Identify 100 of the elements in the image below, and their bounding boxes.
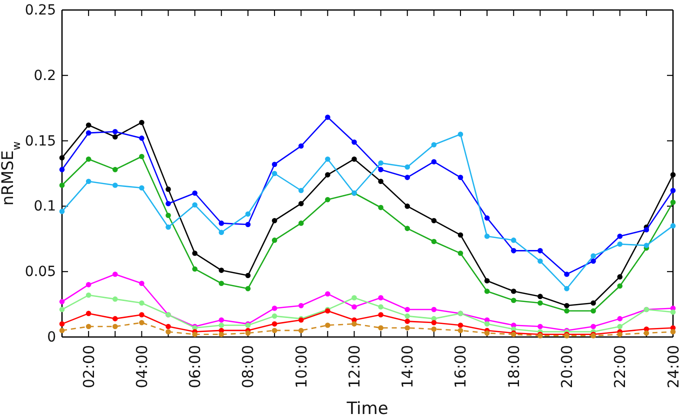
point [378, 166, 384, 172]
point [298, 220, 304, 226]
point [218, 230, 224, 235]
point [166, 212, 171, 218]
point [538, 248, 543, 254]
point [245, 330, 251, 336]
point [218, 268, 224, 273]
point [617, 234, 623, 239]
point [218, 317, 224, 323]
point [139, 300, 144, 306]
x-tick-label: 10:00 [292, 345, 310, 388]
point [404, 318, 410, 324]
point [617, 324, 623, 330]
point [670, 223, 676, 228]
y-tick-label: 0.1 [34, 198, 56, 215]
point [352, 139, 357, 145]
point [325, 114, 330, 120]
point [644, 330, 650, 336]
point [325, 156, 330, 162]
point [166, 224, 171, 230]
point [510, 298, 516, 304]
point [617, 316, 623, 322]
y-tick-label: 0 [47, 329, 56, 346]
point [139, 312, 144, 318]
point [617, 332, 623, 338]
point [352, 304, 357, 310]
point [166, 186, 171, 192]
point [378, 312, 384, 318]
y-tick-label: 0.2 [34, 68, 56, 84]
point [272, 162, 278, 167]
point [564, 308, 570, 314]
point [458, 232, 464, 238]
point [59, 328, 65, 334]
point [510, 288, 516, 294]
point [139, 120, 144, 126]
point [590, 258, 596, 264]
point [458, 132, 464, 137]
point [431, 320, 437, 326]
point [484, 330, 490, 336]
point [590, 308, 596, 314]
point [59, 166, 65, 172]
point [404, 306, 410, 312]
point [298, 188, 304, 194]
point [590, 253, 596, 259]
point [431, 238, 437, 244]
point [378, 178, 384, 184]
point [86, 130, 92, 136]
point [139, 280, 144, 286]
point [192, 266, 198, 272]
point [245, 211, 251, 217]
point [670, 172, 676, 178]
point [484, 234, 490, 239]
point [617, 283, 623, 289]
point [298, 328, 304, 334]
point [458, 328, 464, 334]
point [590, 324, 596, 330]
x-tick-label: 02:00 [80, 345, 98, 388]
point [245, 272, 251, 278]
point [86, 178, 92, 184]
x-axis-title: Time [346, 399, 388, 418]
point [352, 321, 357, 327]
point [218, 322, 224, 328]
point [86, 156, 92, 162]
point [59, 321, 65, 327]
y-tick-label: 0.05 [24, 264, 56, 280]
point [617, 274, 623, 280]
point [218, 220, 224, 226]
point [112, 182, 118, 188]
point [352, 295, 357, 300]
point [538, 324, 543, 330]
point [404, 226, 410, 232]
point [112, 166, 118, 172]
point [272, 313, 278, 319]
point [86, 122, 92, 128]
point [272, 238, 278, 243]
point [325, 172, 330, 178]
x-tick-label: 12:00 [345, 345, 364, 388]
point [112, 316, 118, 322]
point [112, 134, 118, 140]
point [352, 156, 357, 162]
point [617, 241, 623, 247]
x-tick-label: 20:00 [558, 345, 576, 388]
point [378, 204, 384, 210]
point [86, 310, 92, 316]
point [166, 324, 171, 330]
point [484, 288, 490, 294]
point [166, 200, 171, 206]
point [112, 129, 118, 134]
point [538, 300, 543, 306]
point [510, 248, 516, 254]
point [192, 250, 198, 256]
point [670, 200, 676, 205]
x-tick-label: 22:00 [611, 345, 630, 388]
point [218, 280, 224, 286]
point [166, 329, 171, 334]
point [325, 322, 330, 328]
point [139, 185, 144, 191]
point [378, 325, 384, 330]
y-tick-label: 0.15 [24, 133, 56, 150]
point [538, 258, 543, 264]
